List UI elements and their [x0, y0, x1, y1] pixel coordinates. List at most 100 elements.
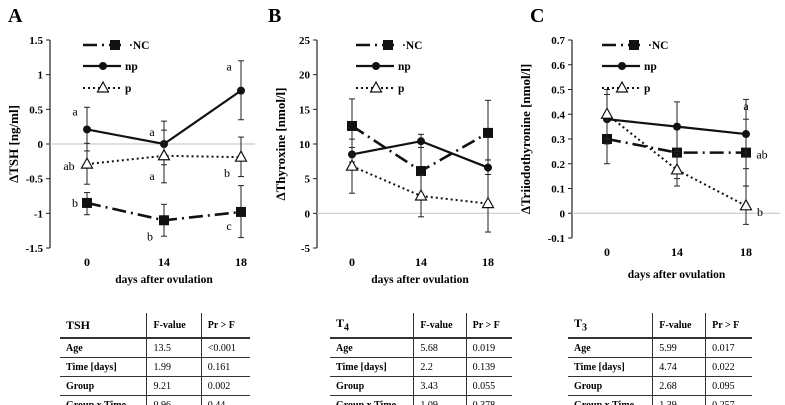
table-title: T4	[330, 313, 414, 339]
data-point-np	[417, 137, 425, 146]
significance-letter: c	[226, 219, 231, 233]
cell: 5.99	[652, 338, 706, 358]
legend-label: np	[125, 61, 138, 73]
y-tick-label: 0.2	[551, 159, 565, 171]
x-tick-label: 0	[604, 245, 610, 259]
x-tick-label: 0	[84, 255, 90, 269]
cell: Group	[330, 376, 414, 396]
x-tick-label: 14	[158, 255, 170, 269]
cell: 0.161	[200, 357, 250, 377]
x-tick-label: 18	[740, 245, 752, 259]
table-title: T3	[568, 313, 653, 339]
col-header: F-value	[413, 313, 467, 339]
cell: 0.022	[705, 357, 752, 377]
y-tick-label: 0.7	[551, 35, 565, 47]
col-header: Pr > F	[705, 313, 752, 339]
data-point-NC	[236, 206, 246, 217]
legend-label: ·NC	[402, 40, 422, 52]
data-point-np	[83, 125, 91, 134]
y-tick-label: 0	[38, 139, 44, 151]
cell: 0.017	[705, 338, 752, 358]
data-point-p	[739, 198, 753, 211]
cell: 0.139	[465, 357, 512, 377]
y-tick-label: 25	[299, 35, 311, 47]
data-point-p	[481, 196, 495, 209]
table-row: Time [days] 4.74 0.022	[568, 357, 752, 377]
cell: 0.257	[705, 395, 752, 405]
table-row: Group 3.43 0.055	[330, 376, 512, 396]
cell: 1.39	[652, 395, 706, 405]
legend-marker	[110, 40, 120, 50]
data-point-p	[80, 156, 94, 169]
anova-table-t3: T3 F-value Pr > F Age 5.99 0.017 Time [days]…	[568, 313, 752, 405]
data-point-p	[234, 149, 248, 162]
significance-letter: b	[72, 196, 78, 210]
cell: 0.378	[465, 395, 512, 405]
y-tick-label: 20	[299, 70, 311, 82]
data-point-p	[600, 107, 614, 119]
cell: 4.74	[652, 357, 706, 377]
data-point-p	[345, 158, 359, 171]
y-axis-label: ΔTriiodothyronine [nmol/l]	[518, 64, 533, 214]
y-tick-label: 0.1	[551, 184, 565, 196]
table-row: Time [days] 2.2 0.139	[330, 357, 512, 377]
panel-label: A	[8, 5, 23, 27]
panel-label: B	[268, 5, 281, 27]
y-tick-label: 5	[305, 174, 311, 186]
series-line-p	[606, 113, 747, 207]
significance-letter: a	[149, 169, 155, 183]
table-row: Age 5.68 0.019	[330, 338, 512, 358]
cell: Age	[568, 338, 653, 358]
table-title-sub: 3	[582, 322, 588, 334]
cell: 1.99	[146, 357, 202, 377]
y-tick-label: -0.5	[26, 174, 44, 186]
y-tick-label: 0	[305, 208, 311, 220]
legend-marker	[369, 80, 383, 93]
legend-label: np	[644, 61, 657, 73]
cell: 2.68	[652, 376, 706, 396]
legend-label: ·NC	[129, 40, 149, 52]
legend-label: p	[644, 83, 650, 95]
significance-letter: ab	[63, 159, 74, 173]
data-point-p	[157, 148, 171, 161]
legend-label: ·NC	[648, 40, 668, 52]
series-line-NC	[351, 124, 489, 173]
legend-marker	[618, 62, 626, 70]
x-axis-label: days after ovulation	[371, 274, 469, 286]
cell: 9.21	[146, 376, 202, 396]
legend-label: np	[398, 61, 411, 73]
data-point-NC	[672, 147, 682, 158]
cell: Age	[60, 338, 147, 358]
y-tick-label: 0.6	[551, 60, 565, 72]
y-tick-label: 1.5	[29, 35, 43, 47]
data-point-NC	[347, 120, 357, 131]
cell: 3.43	[413, 376, 467, 396]
data-point-np	[673, 122, 681, 131]
legend-marker	[99, 62, 107, 70]
significance-letter: b	[147, 229, 153, 243]
data-point-p	[414, 188, 428, 201]
cell: 2.2	[413, 357, 467, 377]
data-point-NC	[82, 197, 92, 208]
significance-letter: a	[743, 99, 749, 113]
significance-letter: a	[72, 104, 78, 118]
y-tick-label: 0.5	[29, 104, 43, 116]
significance-letter: b	[224, 166, 230, 180]
cell: Time [days]	[568, 357, 653, 377]
y-tick-label: -1	[34, 208, 43, 220]
data-point-np	[742, 130, 750, 139]
data-point-np	[237, 86, 245, 95]
legend-marker	[629, 40, 639, 50]
x-tick-label: 0	[349, 255, 355, 269]
panel-label: C	[530, 5, 544, 27]
significance-letter: a	[226, 60, 232, 74]
cell: 1.09	[413, 395, 467, 405]
y-tick-label: -0.1	[548, 233, 565, 245]
cell: 0.96	[146, 395, 202, 405]
col-header: Pr > F	[200, 313, 250, 339]
legend-label: p	[398, 83, 404, 95]
anova-table-tsh: TSH F-value Pr > F Age 13.5 <0.001 Time [day…	[60, 313, 250, 405]
x-tick-label: 18	[235, 255, 247, 269]
